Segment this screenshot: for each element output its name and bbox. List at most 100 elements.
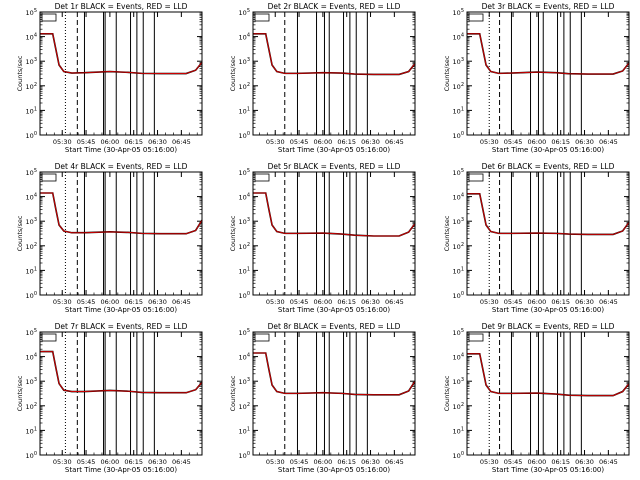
x-tick-label: 06:15	[124, 298, 143, 306]
y-tick-label: 100	[239, 291, 250, 300]
y-tick-label: 103	[26, 57, 37, 66]
y-tick-label: 100	[453, 451, 464, 460]
x-tick-label: 06:45	[385, 458, 404, 466]
y-tick-label: 104	[239, 353, 250, 362]
y-tick-label: 100	[26, 131, 37, 140]
chart-panel-4: Det 4r BLACK = Events, RED = LLD 100 101 10…	[16, 162, 203, 314]
y-tick-label: 101	[453, 426, 464, 435]
lld-series-line	[40, 192, 203, 235]
plot-frame	[466, 331, 630, 456]
y-tick-label: 102	[26, 82, 37, 91]
y-tick-label: 104	[239, 193, 250, 202]
legend-box	[468, 13, 484, 22]
chart-panel-7: Det 7r BLACK = Events, RED = LLD 100 101 10…	[16, 322, 203, 474]
x-tick-label: 06:30	[575, 138, 594, 146]
y-axis-label: Counts/sec	[16, 215, 24, 251]
y-tick-label: 101	[239, 426, 250, 435]
plot-frame	[466, 11, 630, 136]
events-series-line	[40, 350, 203, 394]
chart-panel-5: Det 5r BLACK = Events, RED = LLD 100 101 10…	[229, 162, 416, 314]
y-axis-label: Counts/sec	[229, 375, 237, 411]
x-tick-label: 06:00	[528, 298, 547, 306]
x-tick-label: 06:15	[337, 138, 356, 146]
x-tick-label: 06:30	[575, 298, 594, 306]
y-tick-label: 104	[26, 193, 37, 202]
y-tick-label: 105	[26, 8, 37, 17]
chart-panel-9: Det 9r BLACK = Events, RED = LLD 100 101 10…	[443, 322, 630, 474]
chart-title: Det 2r BLACK = Events, RED = LLD	[268, 2, 401, 11]
chart-title: Det 4r BLACK = Events, RED = LLD	[55, 162, 188, 171]
y-tick-label: 103	[26, 377, 37, 386]
events-series-line	[40, 192, 203, 235]
y-tick-label: 101	[26, 106, 37, 115]
y-tick-label: 103	[453, 217, 464, 226]
lld-series-line	[40, 33, 203, 75]
lld-series-line	[253, 192, 416, 237]
x-tick-label: 06:30	[148, 138, 167, 146]
legend-box	[254, 13, 270, 22]
chart-title: Det 5r BLACK = Events, RED = LLD	[268, 162, 401, 171]
x-tick-label: 05:30	[480, 298, 499, 306]
x-tick-label: 06:45	[385, 138, 404, 146]
x-tick-label: 06:30	[361, 138, 380, 146]
x-tick-label: 06:45	[599, 458, 618, 466]
y-tick-label: 101	[453, 266, 464, 275]
x-tick-label: 06:00	[101, 138, 120, 146]
legend-box	[254, 173, 270, 182]
x-tick-label: 06:45	[599, 138, 618, 146]
chart-title: Det 3r BLACK = Events, RED = LLD	[482, 2, 615, 11]
legend-box	[468, 333, 484, 342]
chart-title: Det 6r BLACK = Events, RED = LLD	[482, 162, 615, 171]
y-tick-label: 100	[453, 291, 464, 300]
y-tick-label: 104	[453, 33, 464, 42]
y-tick-label: 100	[26, 291, 37, 300]
y-axis-label: Counts/sec	[229, 55, 237, 91]
x-axis-label: Start Time (30-Apr-05 05:16:00)	[65, 306, 177, 314]
legend-box	[468, 173, 484, 182]
y-tick-label: 102	[453, 242, 464, 251]
x-tick-label: 05:45	[77, 298, 96, 306]
y-tick-label: 105	[453, 8, 464, 17]
y-tick-label: 105	[239, 328, 250, 337]
y-tick-label: 103	[239, 217, 250, 226]
y-axis-label: Counts/sec	[443, 55, 451, 91]
x-tick-label: 05:45	[290, 458, 309, 466]
x-tick-label: 06:30	[361, 458, 380, 466]
x-tick-label: 06:00	[314, 458, 333, 466]
lld-series-line	[253, 33, 416, 75]
chart-panel-8: Det 8r BLACK = Events, RED = LLD 100 101 10…	[229, 322, 416, 474]
x-tick-label: 06:30	[148, 298, 167, 306]
chart-title: Det 1r BLACK = Events, RED = LLD	[55, 2, 188, 11]
events-series-line	[253, 192, 416, 237]
plot-frame	[252, 331, 416, 456]
x-axis-label: Start Time (30-Apr-05 05:16:00)	[278, 306, 390, 314]
lld-series-line	[253, 352, 416, 396]
x-tick-label: 06:45	[599, 298, 618, 306]
events-series-line	[467, 32, 630, 75]
events-series-line	[40, 32, 203, 75]
legend-box	[41, 173, 57, 182]
x-tick-label: 05:45	[77, 138, 96, 146]
lld-series-line	[467, 33, 630, 75]
y-tick-label: 105	[26, 328, 37, 337]
y-tick-label: 105	[453, 328, 464, 337]
legend-box	[41, 333, 57, 342]
x-tick-label: 06:30	[148, 458, 167, 466]
plot-frame	[39, 11, 203, 136]
x-tick-label: 05:30	[266, 458, 285, 466]
x-tick-label: 06:45	[172, 138, 191, 146]
x-tick-label: 06:45	[172, 458, 191, 466]
x-tick-label: 06:15	[551, 458, 570, 466]
x-tick-label: 06:00	[314, 298, 333, 306]
chart-panel-1: Det 1r BLACK = Events, RED = LLD 100 101 10…	[16, 2, 203, 154]
y-tick-label: 101	[453, 106, 464, 115]
y-tick-label: 103	[453, 377, 464, 386]
x-tick-label: 05:30	[266, 298, 285, 306]
chart-title: Det 8r BLACK = Events, RED = LLD	[268, 322, 401, 331]
x-tick-label: 06:30	[575, 458, 594, 466]
y-tick-label: 102	[239, 242, 250, 251]
x-axis-label: Start Time (30-Apr-05 05:16:00)	[278, 146, 390, 154]
y-tick-label: 103	[239, 377, 250, 386]
chart-title: Det 7r BLACK = Events, RED = LLD	[55, 322, 188, 331]
